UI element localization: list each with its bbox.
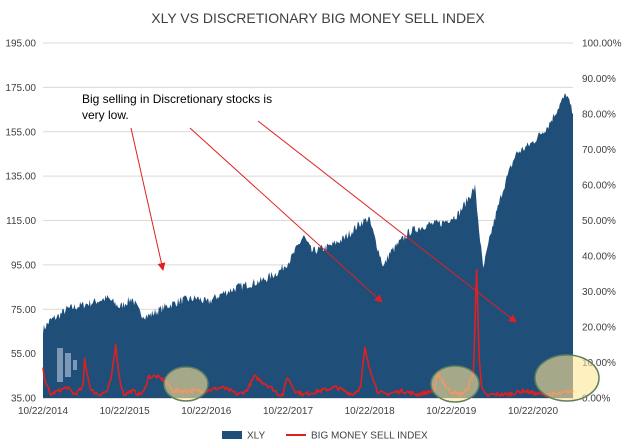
y-left-tick-label: 195.00 xyxy=(5,39,36,50)
x-tick-label: 10/22/2014 xyxy=(18,406,68,417)
y-right-tick-label: 90.00% xyxy=(582,74,616,85)
y-right-tick-label: 50.00% xyxy=(582,216,616,227)
legend-swatch-xly xyxy=(222,431,242,439)
x-tick-label: 10/22/2017 xyxy=(263,406,313,417)
xly-series xyxy=(43,93,573,398)
sell-index-line xyxy=(42,268,574,398)
annotation-arrow xyxy=(189,127,383,303)
chart-title: XLY VS DISCRETIONARY BIG MONEY SELL INDE… xyxy=(151,10,485,26)
x-tick-label: 10/22/2016 xyxy=(181,406,231,417)
y-left-tick-label: 35.00 xyxy=(11,394,36,405)
highlight-circles xyxy=(163,354,600,403)
y-right-tick-label: 0.00% xyxy=(582,394,610,405)
x-tick-label: 10/22/2020 xyxy=(508,406,558,417)
y-left-tick-label: 95.00 xyxy=(11,260,36,271)
y-left-tick-label: 155.00 xyxy=(5,127,36,138)
left-axis: 35.00 55.00 75.00 95.00 115.00 135.00 155.00 17… xyxy=(5,39,36,405)
annotation-arrows xyxy=(57,120,517,382)
x-axis: 10/22/2014 10/22/2015 10/22/2016 10/22/2017… xyxy=(18,406,558,417)
sell-index-series xyxy=(42,268,574,398)
y-right-tick-label: 70.00% xyxy=(582,145,616,156)
y-right-tick-label: 40.00% xyxy=(582,252,616,263)
y-right-tick-label: 100.00% xyxy=(582,39,622,50)
y-right-tick-label: 80.00% xyxy=(582,110,616,121)
logo-mark xyxy=(57,348,77,382)
xly-area xyxy=(43,93,573,398)
right-axis: 0.00% 10.00% 20.00% 30.00% 40.00% 50.00% 60.00… xyxy=(582,39,622,405)
y-left-tick-label: 55.00 xyxy=(11,349,36,360)
y-right-tick-label: 30.00% xyxy=(582,287,616,298)
annotation-arrow xyxy=(130,127,166,271)
highlight-circle xyxy=(430,365,480,403)
y-left-tick-label: 115.00 xyxy=(6,216,36,227)
annotation-line-2: very low. xyxy=(82,108,129,122)
y-right-tick-label: 20.00% xyxy=(582,323,616,334)
y-right-tick-label: 10.00% xyxy=(582,358,616,369)
y-right-tick-label: 60.00% xyxy=(582,181,616,192)
highlight-circle xyxy=(534,354,600,402)
y-left-tick-label: 75.00 xyxy=(11,305,36,316)
x-tick-label: 10/22/2018 xyxy=(345,406,395,417)
annotation-arrow xyxy=(257,120,517,323)
y-left-tick-label: 135.00 xyxy=(5,172,36,183)
y-left-tick-label: 175.00 xyxy=(5,83,36,94)
x-tick-label: 10/22/2015 xyxy=(100,406,150,417)
x-tick-label: 10/22/2019 xyxy=(426,406,476,417)
legend: XLY BIG MONEY SELL INDEX xyxy=(222,431,428,442)
legend-label: BIG MONEY SELL INDEX xyxy=(311,431,428,442)
annotation-line-1: Big selling in Discretionary stocks is xyxy=(82,92,272,106)
highlight-circle xyxy=(163,366,209,402)
legend-label: XLY xyxy=(247,431,265,442)
